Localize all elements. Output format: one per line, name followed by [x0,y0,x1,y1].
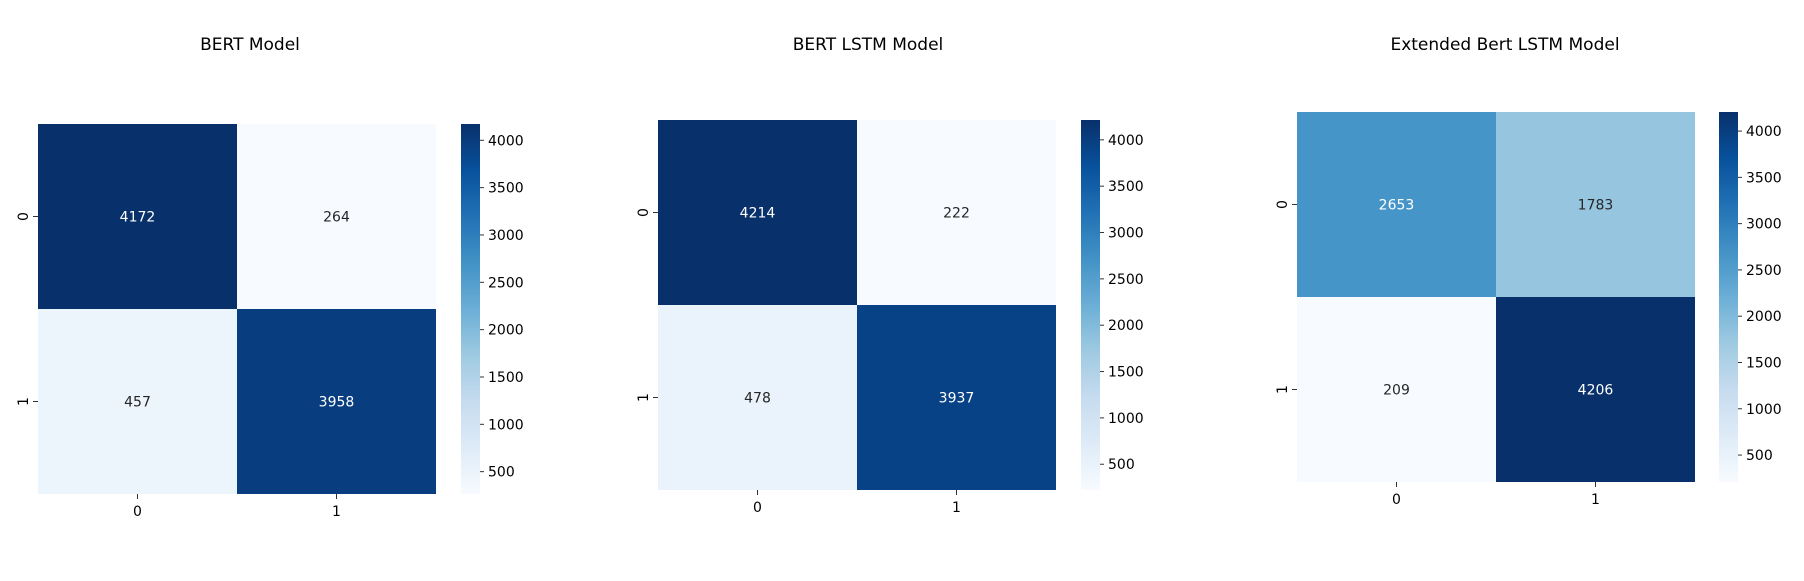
cell-value-label: 1783 [1578,198,1614,214]
cell-value-label: 264 [323,210,350,226]
heatmap-cell [38,309,237,494]
colorbar-tick-label: 500 [1746,448,1773,464]
heatmap-cell [658,305,857,490]
heatmap-cell [1297,297,1496,482]
colorbar-tick-label: 3000 [1108,226,1144,242]
colorbar-tick-label: 1500 [1108,365,1144,381]
colorbar-tick-label: 3000 [488,228,524,244]
cell-value-label: 457 [124,395,151,411]
colorbar-tick-label: 2500 [1746,263,1782,279]
heatmap-cell [38,124,237,309]
heatmap-cell [1496,297,1695,482]
colorbar-tick-label: 3500 [488,181,524,197]
colorbar-tick-label: 500 [488,465,515,481]
cell-value-label: 209 [1383,383,1410,399]
colorbar-tick-label: 1500 [488,370,524,386]
x-tick-label: 1 [952,500,961,516]
colorbar-tick-label: 4000 [1746,124,1782,140]
panel-title: Extended Bert LSTM Model [1390,35,1619,55]
cell-value-label: 478 [744,391,771,407]
x-tick-label: 0 [1392,492,1401,508]
colorbar-tick-label: 2000 [488,323,524,339]
heatmap-panel-2: Extended Bert LSTM Model 2653 1783 209 4206 0… [1275,35,1782,508]
panel-title: BERT LSTM Model [793,35,944,55]
x-tick-label: 1 [332,504,341,520]
colorbar-tick-label: 3500 [1108,179,1144,195]
heatmap-cell [1496,112,1695,297]
cell-value-label: 4214 [740,206,776,222]
colorbar [1081,120,1100,490]
panel-title: BERT Model [200,35,300,55]
cell-value-label: 3937 [939,391,975,407]
y-tick-label: 0 [16,212,32,221]
colorbar-tick-label: 1000 [488,417,524,433]
colorbar-tick-label: 4000 [1108,133,1144,149]
cell-value-label: 222 [943,206,970,222]
x-tick-label: 0 [753,500,762,516]
colorbar-tick-label: 3500 [1746,170,1782,186]
x-tick-label: 0 [133,504,142,520]
cell-value-label: 2653 [1379,198,1415,214]
colorbar-tick-label: 2500 [1108,272,1144,288]
y-tick-label: 0 [1275,200,1291,209]
heatmap-cell [857,305,1056,490]
y-tick-label: 1 [1275,385,1291,394]
cell-value-label: 4206 [1578,383,1614,399]
heatmap-cell [237,309,436,494]
heatmap-cell [857,120,1056,305]
x-tick-label: 1 [1591,492,1600,508]
y-tick-label: 1 [16,397,32,406]
heatmap-cell [237,124,436,309]
cell-value-label: 4172 [120,210,156,226]
heatmap-cell [658,120,857,305]
colorbar-tick-label: 1500 [1746,355,1782,371]
colorbar-tick-label: 1000 [1746,402,1782,418]
cell-value-label: 3958 [319,395,355,411]
y-tick-label: 1 [636,393,652,402]
colorbar [461,124,480,494]
colorbar-tick-label: 3000 [1746,217,1782,233]
colorbar-tick-label: 500 [1108,457,1135,473]
heatmap-cell [1297,112,1496,297]
colorbar-tick-label: 2000 [1108,318,1144,334]
colorbar-tick-label: 4000 [488,133,524,149]
colorbar-tick-label: 2500 [488,275,524,291]
colorbar-tick-label: 2000 [1746,309,1782,325]
y-tick-label: 0 [636,208,652,217]
colorbar [1719,112,1738,482]
colorbar-tick-label: 1000 [1108,411,1144,427]
